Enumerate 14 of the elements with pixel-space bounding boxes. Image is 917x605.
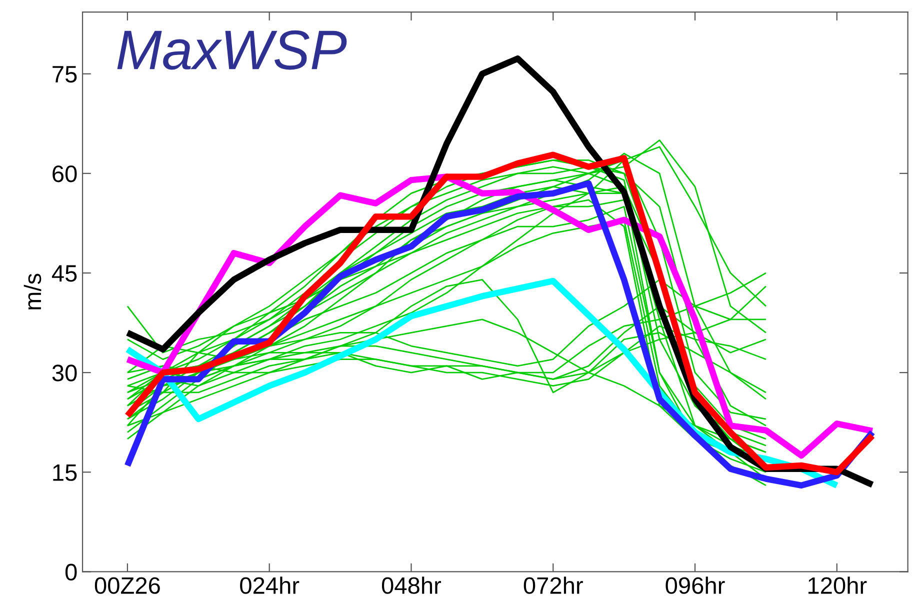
x-tick-label: 00Z26 — [94, 577, 160, 594]
x-tick-label: 120hr — [808, 576, 867, 594]
y-tick-label: 60 — [52, 165, 77, 182]
y-axis-title: m/s — [24, 274, 42, 310]
x-tick-label: 072hr — [524, 576, 583, 594]
y-tick-label: 45 — [52, 265, 77, 282]
y-tick-label: 30 — [52, 364, 77, 382]
chart-title: MaxWSP — [117, 30, 347, 70]
y-tick-label: 75 — [52, 66, 77, 83]
x-tick-label: 048hr — [382, 576, 442, 594]
x-tick-label: 024hr — [240, 576, 300, 594]
y-tick-label: 0 — [65, 564, 77, 581]
x-tick-label: 096hr — [666, 576, 725, 594]
y-tick-label: 15 — [53, 464, 77, 481]
